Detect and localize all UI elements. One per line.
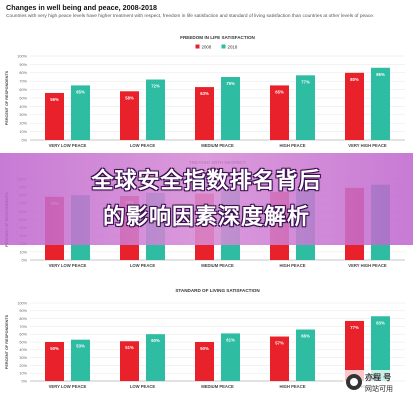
y-tick-label: 80% (19, 71, 27, 75)
chart-freedom-in-life: FREEDOM IN LIFE SATISFACTION 2008 2018 0% 10… (0, 30, 413, 152)
chart-title: FREEDOM IN LIFE SATISFACTION (180, 35, 255, 40)
bar-2018-4 (371, 316, 390, 381)
bar-2018-0 (71, 85, 90, 140)
bar-value-label: 60% (151, 338, 160, 343)
bar-value-label: 61% (226, 337, 235, 342)
x-category-label: VERY HIGH PEACE (348, 143, 387, 148)
bar-2008-2 (195, 342, 214, 381)
page-title: Changes in well being and peace, 2008-20… (6, 3, 157, 12)
watermark-logo-icon (346, 374, 362, 390)
x-category-label: LOW PEACE (130, 263, 156, 268)
bar-2018-1 (146, 79, 165, 140)
bar-value-label: 75% (226, 81, 235, 86)
watermark-subtext: 网站可用 (365, 386, 393, 393)
title-banner (0, 153, 413, 245)
bar-2018-4 (371, 67, 390, 140)
y-tick-label: 100% (17, 301, 27, 305)
bar-2008-1 (120, 341, 139, 381)
x-category-label: HIGH PEACE (279, 384, 305, 389)
bar-2008-3 (270, 85, 289, 140)
bar-2008-0 (45, 92, 64, 140)
x-category-label: HIGH PEACE (279, 143, 305, 148)
page-subtitle: Countries with very high peace levels ha… (6, 14, 375, 19)
bar-value-label: 86% (376, 72, 385, 77)
bar-2018-1 (146, 334, 165, 381)
y-tick-label: 20% (19, 122, 27, 126)
y-tick-label: 40% (19, 348, 27, 352)
y-axis-label: PERCENT OF RESPONDENTS (5, 314, 9, 369)
bar-2008-1 (120, 91, 139, 140)
banner-title-line-2: 的影响因素深度解析 (102, 205, 310, 230)
y-tick-label: 60% (19, 88, 27, 92)
bar-value-label: 57% (275, 341, 284, 346)
bar-value-label: 51% (125, 345, 134, 350)
bar-value-label: 53% (76, 344, 85, 349)
y-tick-label: 90% (19, 309, 27, 313)
bar-value-label: 83% (376, 320, 385, 325)
banner-title-line-1: 全球安全指数排名背后 (91, 169, 322, 194)
x-category-label: VERY LOW PEACE (49, 384, 87, 389)
bar-2018-2 (221, 77, 240, 140)
legend-swatch-2018 (221, 44, 226, 49)
y-tick-label: 50% (19, 340, 27, 344)
y-tick-label: 10% (19, 372, 27, 376)
y-tick-label: 30% (19, 356, 27, 360)
y-tick-label: 0% (22, 138, 28, 142)
bar-2018-0 (71, 339, 90, 381)
bar-2018-3 (296, 75, 315, 140)
y-tick-label: 30% (19, 113, 27, 117)
bar-2018-2 (221, 333, 240, 381)
bar-2018-3 (296, 329, 315, 381)
y-tick-label: 0% (22, 379, 28, 383)
y-axis-label: PERCENT OF RESPONDENTS (5, 70, 9, 125)
bar-2008-4 (345, 72, 364, 140)
y-tick-label: 10% (19, 250, 27, 254)
y-tick-label: 10% (19, 130, 27, 134)
y-tick-label: 90% (19, 63, 27, 67)
bar-value-label: 66% (301, 334, 310, 339)
x-category-label: MEDIUM PEACE (201, 143, 234, 148)
chart-title: STANDARD OF LIVING SATISFACTION (175, 288, 260, 293)
bar-2008-3 (270, 336, 289, 381)
y-tick-label: 60% (19, 333, 27, 337)
legend-swatch-2008 (195, 44, 200, 49)
chart-svg: FREEDOM IN LIFE SATISFACTION 2008 2018 0% 10… (5, 35, 405, 148)
y-tick-label: 70% (19, 80, 27, 84)
y-tick-label: 100% (17, 54, 27, 58)
bar-value-label: 65% (275, 89, 284, 94)
x-category-label: MEDIUM PEACE (201, 384, 234, 389)
bar-value-label: 58% (125, 95, 134, 100)
bar-value-label: 65% (76, 89, 85, 94)
legend-label-2008: 2008 (202, 44, 212, 49)
x-category-label: MEDIUM PEACE (201, 263, 234, 268)
watermark: 亦程 号 网站可用 (343, 370, 409, 396)
bar-value-label: 77% (350, 325, 359, 330)
x-category-label: HIGH PEACE (279, 263, 305, 268)
y-tick-label: 70% (19, 325, 27, 329)
bar-value-label: 72% (151, 84, 160, 89)
bar-value-label: 63% (200, 91, 209, 96)
bar-value-label: 77% (301, 79, 310, 84)
x-category-label: VERY LOW PEACE (49, 143, 87, 148)
x-category-label: LOW PEACE (130, 143, 156, 148)
y-tick-label: 50% (19, 96, 27, 100)
bar-value-label: 56% (50, 97, 59, 102)
bar-value-label: 80% (350, 77, 359, 82)
x-category-label: VERY LOW PEACE (49, 263, 87, 268)
bar-2008-2 (195, 87, 214, 140)
y-tick-label: 80% (19, 317, 27, 321)
bar-value-label: 50% (200, 346, 209, 351)
bar-2008-0 (45, 342, 64, 381)
y-tick-label: 20% (19, 364, 27, 368)
y-tick-label: 40% (19, 105, 27, 109)
legend-label-2018: 2018 (228, 44, 238, 49)
x-category-label: LOW PEACE (130, 384, 156, 389)
y-tick-label: 0% (22, 258, 28, 262)
watermark-text: 亦程 号 (365, 373, 392, 382)
bar-2008-4 (345, 320, 364, 381)
x-category-label: VERY HIGH PEACE (348, 263, 387, 268)
bar-value-label: 50% (50, 346, 59, 351)
